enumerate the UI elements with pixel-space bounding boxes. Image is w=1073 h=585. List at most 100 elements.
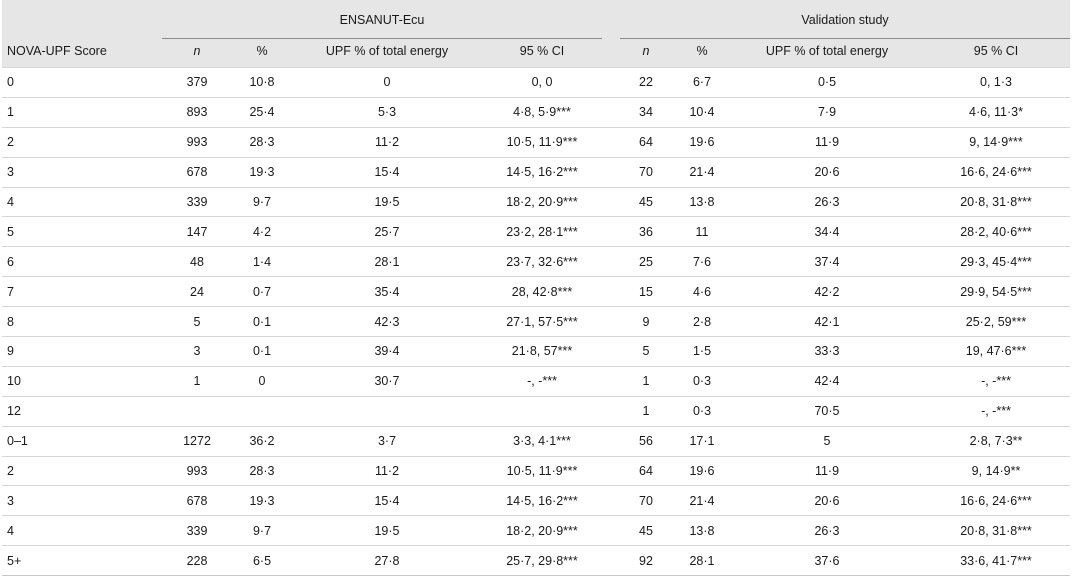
table-row: 3 678 19·3 15·4 14·5, 16·2*** 70 21·4 20·6 16·6,…	[2, 485, 1071, 516]
ensanut-n-cell: 228	[186, 553, 208, 568]
gap-cell	[602, 247, 620, 277]
validation-pct-cell: 13·8	[689, 195, 715, 209]
score-cell: 0	[7, 75, 14, 90]
validation-n-cell: 70	[639, 165, 653, 180]
validation-n-cell: 92	[639, 553, 653, 568]
validation-pct-cell: 13·8	[689, 523, 715, 538]
validation-ci-cell: 2·8, 7·3**	[969, 434, 1023, 449]
validation-upf-cell: 11·9	[814, 135, 840, 150]
gap-cell	[602, 97, 620, 127]
ensanut-n-cell: 48	[190, 254, 204, 269]
ensanut-pct-cell: 36·2	[249, 434, 275, 449]
validation-n-cell: 45	[639, 195, 653, 209]
ensanut-upf-cell: 19·5	[374, 195, 400, 209]
ensanut-ci-cell: 10·5, 11·9***	[506, 135, 578, 150]
validation-n-cell: 5	[642, 344, 650, 359]
validation-n-cell: 45	[639, 523, 653, 538]
validation-ci-cell: 28·2, 40·6***	[960, 224, 1032, 239]
ensanut-n-cell: 1272	[183, 434, 211, 449]
validation-ci-cell: 16·6, 24·6***	[960, 493, 1032, 508]
validation-n-cell: 34	[639, 105, 653, 120]
validation-upf-cell: 20·6	[814, 493, 840, 508]
ensanut-n-cell	[162, 396, 232, 426]
validation-n-header: n	[620, 38, 672, 68]
score-cell: 3	[7, 165, 14, 180]
validation-ci-cell: 20·8, 31·8***	[960, 195, 1032, 209]
table-row: 10 1 0 30·7 -, -*** 1 0·3 42·4 -, -***	[2, 366, 1071, 396]
ensanut-n-cell: 339	[186, 523, 208, 538]
ensanut-ci-cell: 4·8, 5·9***	[513, 105, 571, 120]
validation-upf-cell: 42·1	[814, 314, 840, 329]
validation-ci-cell: 9, 14·9***	[969, 135, 1023, 150]
ensanut-ci-cell	[482, 396, 602, 426]
ensanut-upf-cell: 30·7	[374, 374, 400, 389]
validation-pct-cell: 0·3	[692, 404, 712, 419]
table-row: 9 3 0·1 39·4 21·8, 57*** 5 1·5 33·3 19, 47·6***	[2, 336, 1071, 367]
ensanut-n-cell: 678	[186, 493, 208, 508]
ensanut-n-cell: 678	[186, 165, 208, 180]
ensanut-pct-cell: 19·3	[249, 165, 275, 180]
validation-pct-cell: 19·6	[689, 135, 715, 150]
gap-cell	[602, 157, 620, 187]
validation-upf-cell: 42·2	[814, 284, 840, 299]
gap-cell	[602, 277, 620, 307]
ensanut-ci-cell: -, -***	[527, 374, 557, 389]
ensanut-ci-cell: 3·3, 4·1***	[513, 434, 571, 449]
table-row: 1 893 25·4 5·3 4·8, 5·9*** 34 10·4 7·9 4·6, 11·3…	[2, 97, 1071, 127]
ensanut-n-cell: 5	[193, 314, 201, 329]
ensanut-upf-cell: 5·3	[377, 105, 397, 120]
ensanut-pct-cell: 6·5	[252, 553, 272, 568]
ensanut-ci-cell: 14·5, 16·2***	[506, 165, 578, 180]
score-cell: 4	[7, 523, 14, 538]
validation-n-cell: 22	[639, 75, 653, 90]
gap-cell	[602, 307, 620, 337]
ensanut-n-cell: 24	[190, 284, 204, 299]
ensanut-upf-cell: 19·5	[374, 523, 400, 538]
validation-pct-cell: 1·5	[692, 344, 712, 359]
validation-upf-cell: 20·6	[814, 165, 840, 180]
ensanut-pct-cell	[232, 396, 292, 426]
validation-upf-cell: 26·3	[814, 523, 840, 538]
validation-upf-cell: 5	[823, 434, 831, 449]
ensanut-n-cell: 993	[186, 464, 208, 479]
validation-ci-cell: 19, 47·6***	[965, 344, 1027, 359]
ensanut-ci-cell: 21·8, 57***	[511, 344, 573, 359]
table-row: 6 48 1·4 28·1 23·7, 32·6*** 25 7·6 37·4 29·3, 45…	[2, 246, 1071, 277]
validation-upf-header: UPF % of total energy	[732, 38, 922, 68]
ensanut-n-cell: 339	[186, 195, 208, 209]
validation-upf-cell: 70·5	[814, 404, 840, 419]
ensanut-upf-cell: 11·2	[374, 464, 400, 479]
validation-ci-cell: 16·6, 24·6***	[960, 165, 1032, 180]
ensanut-ci-cell: 10·5, 11·9***	[506, 464, 578, 479]
ensanut-upf-cell: 0	[383, 75, 391, 90]
table-header: ENSANUT-Ecu Validation study NOVA-UPF Sc…	[2, 0, 1071, 68]
score-cell: 6	[7, 254, 14, 269]
validation-pct-cell: 7·6	[692, 254, 712, 269]
table-row: 4 339 9·7 19·5 18·2, 20·9*** 45 13·8 26·3 20·8, …	[2, 187, 1071, 217]
validation-ci-header: 95 % CI	[922, 38, 1071, 68]
gap-cell	[602, 396, 620, 426]
ensanut-upf-cell	[292, 396, 482, 426]
group-ensanut-header: ENSANUT-Ecu	[162, 0, 602, 39]
ensanut-pct-cell: 0·1	[252, 314, 272, 329]
gap-cell	[602, 456, 620, 486]
ensanut-ci-cell: 18·2, 20·9***	[506, 195, 578, 209]
validation-upf-cell: 33·3	[814, 344, 840, 359]
gap-cell	[602, 337, 620, 367]
ensanut-pct-cell: 0·1	[252, 344, 272, 359]
score-column-header: NOVA-UPF Score	[2, 38, 162, 68]
ensanut-n-header: n	[162, 38, 232, 68]
ensanut-pct-cell: 0	[258, 374, 266, 389]
ensanut-ci-cell: 23·7, 32·6***	[506, 254, 578, 269]
ensanut-pct-cell: 0·7	[252, 284, 272, 299]
validation-pct-cell: 10·4	[689, 105, 715, 120]
ensanut-upf-header: UPF % of total energy	[292, 38, 482, 68]
score-cell: 8	[7, 314, 14, 329]
validation-n-cell: 15	[639, 284, 653, 299]
validation-pct-cell: 21·4	[689, 165, 715, 180]
table-row: 2 993 28·3 11·2 10·5, 11·9*** 64 19·6 11·9 9, 14…	[2, 456, 1071, 486]
ensanut-ci-cell: 23·2, 28·1***	[506, 224, 578, 239]
validation-upf-cell: 7·9	[817, 105, 837, 120]
validation-pct-header: %	[672, 38, 732, 68]
